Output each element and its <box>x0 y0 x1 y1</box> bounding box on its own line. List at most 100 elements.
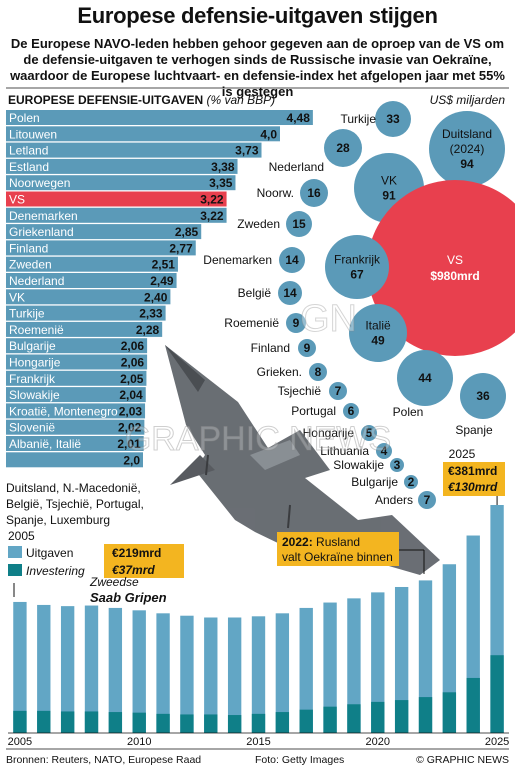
spend-bar <box>442 564 457 733</box>
callout-2022-year: 2022: <box>282 535 313 549</box>
plane-caption-line2: Saab Gripen <box>90 590 167 605</box>
page-subtitle: De Europese NAVO-leden hebben gehoor geg… <box>10 36 505 99</box>
x-tick-label: 2010 <box>127 736 151 748</box>
investment-bar <box>204 714 218 733</box>
investment-bar <box>371 701 385 733</box>
callout-2025: 2025 €381mrd €130mrd <box>443 447 505 496</box>
spend-bar <box>156 613 170 733</box>
bubble-name: Nederland <box>269 160 324 174</box>
bubble-name: Spanje <box>455 423 493 437</box>
bubble-value: 28 <box>336 141 350 155</box>
bubble-name: Noorw. <box>257 186 294 200</box>
bubble-name: Portugal <box>291 404 336 418</box>
bubble-value: 7 <box>424 493 431 507</box>
gdp-bar-label: Turkije <box>9 307 45 321</box>
bubble-value: 3 <box>394 458 401 472</box>
investment-bar <box>442 692 457 733</box>
bubble <box>418 491 436 509</box>
bubble-value: 4 <box>381 444 388 458</box>
gdp-bar-label: Estland <box>9 160 49 174</box>
gdp-bar-value: 2,49 <box>150 274 174 288</box>
spend-bar <box>227 617 242 733</box>
investment-bar <box>37 710 51 733</box>
investment-bar <box>180 714 194 733</box>
gdp-bar <box>6 354 148 370</box>
gdp-bar <box>6 419 145 435</box>
spend-bar <box>37 604 51 733</box>
spend-bar <box>84 605 99 733</box>
callout-2022-text2: valt Oekraïne binnen <box>282 550 393 564</box>
gdp-bar-label: Frankrijk <box>9 372 56 386</box>
plane-caption-line1: Zweedse <box>89 575 139 589</box>
gdp-bar-value: 2,03 <box>119 404 143 418</box>
bubble-value: 33 <box>386 112 400 126</box>
bubble-unit-label: US$ miljarden <box>430 93 506 107</box>
gdp-bar-label: VK <box>9 290 25 304</box>
gdp-bar-label: Hongarije <box>9 356 61 370</box>
bubble-name: Tsjechië <box>278 384 322 398</box>
investment-bar <box>132 712 146 733</box>
legend-spend-label: Uitgaven <box>26 546 73 560</box>
bubble-value: 9 <box>293 316 300 330</box>
x-tick-label: 2025 <box>485 736 509 748</box>
bubble <box>325 235 389 299</box>
page-title: Europese defensie-uitgaven stijgen <box>77 3 438 28</box>
investment-bar <box>60 711 75 733</box>
investment-bar <box>466 677 480 733</box>
spend-bar <box>275 613 290 733</box>
bubble-value: 36 <box>476 389 490 403</box>
bubble-name: Bulgarije <box>351 475 398 489</box>
bubble-name: Frankrijk <box>334 253 381 267</box>
gdp-bar-value: 3,38 <box>211 160 235 174</box>
callout-2022: 2022: Rusland valt Oekraïne binnen <box>277 532 425 574</box>
spending-bubble-chart: 33TurkijeDuitsland(2024)9428NederlandVK9… <box>203 101 515 509</box>
bubble-name: Turkije <box>340 112 376 126</box>
gdp-bar <box>6 158 238 174</box>
gdp-bar <box>6 126 280 142</box>
bubble <box>429 111 505 187</box>
gdp-bar <box>6 387 146 403</box>
callout-2025-invest: €130mrd <box>448 480 498 494</box>
bubble <box>298 339 316 357</box>
bubble-value: 9 <box>304 341 311 355</box>
gdp-bar-label: Nederland <box>9 274 64 288</box>
bubble-name: VK <box>381 174 397 188</box>
legend-year: 2005 <box>8 529 35 543</box>
bubble-name: Lithuania <box>320 444 369 458</box>
spend-bar <box>108 607 123 733</box>
gdp-bar <box>6 142 262 158</box>
investment-bar <box>299 709 313 733</box>
spend-bar <box>132 610 146 733</box>
legend-spend-value: €219mrd <box>112 546 161 560</box>
investment-bar <box>275 712 290 733</box>
gdp-bar-value: 2,0 <box>123 453 140 467</box>
gdp-bar <box>6 191 227 207</box>
bubble-value: 7 <box>335 384 342 398</box>
gdp-bar-value: 2,05 <box>120 372 144 386</box>
spend-bar <box>204 617 218 733</box>
bubble-value: 14 <box>285 253 299 267</box>
gdp-bar-value: 2,28 <box>136 323 160 337</box>
bubble <box>343 403 359 419</box>
gdp-bar-label: Litouwen <box>9 127 57 141</box>
gdp-bar-value: 3,22 <box>200 209 224 223</box>
investment-bar <box>156 713 170 733</box>
gdp-bar-note-line: Duitsland, N.-Macedonië, <box>6 481 141 495</box>
legend-value-box <box>104 544 184 578</box>
gdp-bar-note-line: België, Tsjechië, Portugal, <box>6 497 144 511</box>
gdp-bar <box>6 305 166 321</box>
investment-bar <box>227 715 242 733</box>
gdp-bar-value: 2,33 <box>139 307 163 321</box>
bubble-name: Slowakije <box>333 458 384 472</box>
bubble-name: Duitsland <box>442 127 492 141</box>
bubble-value: 14 <box>283 286 297 300</box>
investment-bar <box>84 711 99 733</box>
gdp-bar <box>6 452 143 468</box>
gdp-bar-value: 2,51 <box>152 258 176 272</box>
gdp-bar-value: 2,06 <box>121 356 145 370</box>
bubble-name: Denemarken <box>203 253 272 267</box>
gdp-bar <box>6 175 236 191</box>
legend-invest-value: €37mrd <box>112 563 155 577</box>
bubble-name: Roemenië <box>224 316 279 330</box>
gdp-bar-value: 3,73 <box>235 144 259 158</box>
